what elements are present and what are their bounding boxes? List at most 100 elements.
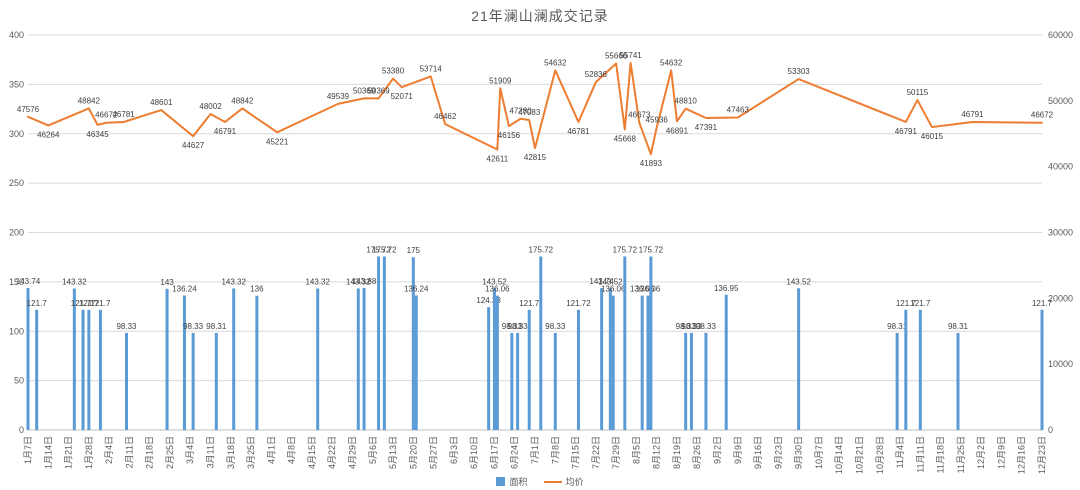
- area-bar-label: 175.72: [529, 245, 554, 254]
- area-bar-label: 98.33: [681, 322, 702, 331]
- price-point-label: 54632: [660, 58, 683, 67]
- left-axis-tick-label: 400: [9, 30, 24, 40]
- x-axis-tick-label: 7月22日: [591, 436, 601, 469]
- area-bar-label: 136.06: [636, 285, 661, 294]
- area-bar-label: 136.06: [485, 285, 510, 294]
- area-bar-label: 143.32: [346, 277, 371, 286]
- area-bar-label: 121.7: [896, 299, 917, 308]
- area-bar-label: 175.72: [372, 245, 397, 254]
- x-axis-tick-label: 1月21日: [64, 436, 74, 469]
- area-bar: [608, 288, 612, 430]
- x-axis-tick-label: 4月15日: [307, 436, 317, 469]
- area-bar-label: 98.33: [508, 322, 529, 331]
- price-point-label: 46015: [921, 132, 944, 141]
- x-axis-tick-label: 3月18日: [226, 436, 236, 469]
- area-bar-label: 121.72: [566, 299, 591, 308]
- price-point-label: 50369: [353, 86, 376, 95]
- area-bar-label: 143.88: [352, 277, 377, 286]
- price-point-label: 48601: [150, 98, 173, 107]
- x-axis-tick-label: 11月4日: [895, 436, 905, 468]
- legend-price-label: 均价: [565, 477, 584, 487]
- x-axis-tick-label: 12月2日: [976, 436, 986, 469]
- area-bar: [724, 294, 728, 430]
- area-bar-label: 136.06: [630, 285, 655, 294]
- x-axis-tick-label: 2月25日: [165, 436, 175, 469]
- area-bar: [492, 288, 496, 430]
- x-axis-tick-label: 7月1日: [530, 436, 540, 464]
- area-bar-label: 136.95: [714, 284, 739, 293]
- area-bar: [382, 256, 386, 430]
- x-axis-tick-label: 11月11日: [915, 436, 925, 473]
- area-bar-label: 143: [160, 278, 174, 287]
- price-point-label: 49539: [327, 92, 350, 101]
- price-point-label: 46672: [95, 111, 118, 120]
- legend-item-area[interactable]: 面积: [496, 475, 528, 488]
- x-axis-tick-label: 4月1日: [266, 436, 276, 464]
- price-point-label: 47463: [727, 106, 750, 115]
- legend-item-price[interactable]: 均价: [543, 475, 584, 488]
- price-point-label: 45221: [266, 137, 289, 146]
- area-bar-label: 136.24: [172, 284, 197, 293]
- area-bar-label: 121.77: [71, 299, 96, 308]
- price-point-label: 46156: [498, 131, 521, 140]
- x-axis-tick-label: 6月3日: [449, 436, 459, 464]
- price-point-label: 53380: [382, 67, 405, 76]
- area-bar: [576, 309, 580, 430]
- price-line: [27, 62, 1043, 156]
- price-point-label: 51909: [489, 76, 512, 85]
- area-bar: [72, 288, 76, 430]
- legend-area-label: 面积: [509, 477, 528, 487]
- x-axis-tick-label: 5月6日: [368, 436, 378, 464]
- price-point-label: 46264: [37, 130, 60, 139]
- right-axis-tick-label: 10000: [1048, 359, 1073, 369]
- x-axis-tick-label: 10月14日: [834, 436, 844, 474]
- price-point-label: 46672: [1031, 111, 1054, 120]
- price-point-label: 50369: [367, 86, 390, 95]
- area-bar: [611, 295, 615, 430]
- area-bar-label: 143.32: [221, 277, 246, 286]
- area-bar-label: 121.7: [1032, 299, 1053, 308]
- left-axis-tick-label: 350: [9, 79, 24, 89]
- right-axis-tick-label: 60000: [1048, 30, 1073, 40]
- price-point-label: 46345: [86, 130, 109, 139]
- price-point-label: 42611: [487, 154, 509, 163]
- area-bar: [214, 332, 218, 430]
- x-axis-tick-label: 8月26日: [692, 436, 702, 469]
- area-bar: [232, 288, 236, 430]
- price-point-label: 53303: [788, 67, 811, 76]
- area-bar-label: 98.33: [545, 322, 566, 331]
- area-bar: [649, 256, 653, 430]
- price-point-label: 46891: [666, 126, 689, 135]
- area-bar-label: 143.74: [589, 277, 614, 286]
- area-bar-label: 121.7: [90, 299, 111, 308]
- chart-legend: 面积 均价: [0, 475, 1080, 488]
- area-bar: [377, 256, 381, 430]
- x-axis-tick-label: 10月7日: [814, 436, 824, 469]
- price-point-label: 47083: [518, 108, 541, 117]
- price-point-label: 46791: [214, 127, 237, 136]
- price-point-label: 45936: [646, 116, 669, 125]
- x-axis-tick-label: 9月9日: [733, 436, 743, 464]
- right-axis-tick-label: 30000: [1048, 228, 1073, 238]
- area-bar-label: 98.33: [676, 322, 697, 331]
- x-axis-tick-label: 12月16日: [1017, 436, 1027, 474]
- price-point-label: 52836: [585, 70, 608, 79]
- x-axis-tick-label: 11月18日: [936, 436, 946, 473]
- price-point-label: 47576: [17, 105, 40, 114]
- area-bar: [797, 288, 801, 430]
- area-bar: [487, 307, 491, 430]
- x-axis-tick-label: 8月19日: [672, 436, 682, 469]
- area-bar-label: 143.52: [598, 277, 623, 286]
- x-axis-tick-label: 9月30日: [794, 436, 804, 469]
- area-bar-label: 121.7: [910, 299, 931, 308]
- area-bar-label: 136.24: [404, 284, 429, 293]
- x-axis-tick-label: 8月12日: [652, 436, 662, 469]
- x-axis-tick-label: 5月27日: [429, 436, 439, 469]
- x-axis-tick-label: 9月2日: [713, 436, 723, 464]
- price-point-label: 48810: [675, 97, 698, 106]
- x-axis-tick-label: 1月14日: [43, 436, 53, 469]
- x-axis-tick-label: 5月13日: [388, 436, 398, 469]
- x-axis-tick-label: 7月8日: [550, 436, 560, 464]
- x-axis-tick-label: 7月29日: [611, 436, 621, 469]
